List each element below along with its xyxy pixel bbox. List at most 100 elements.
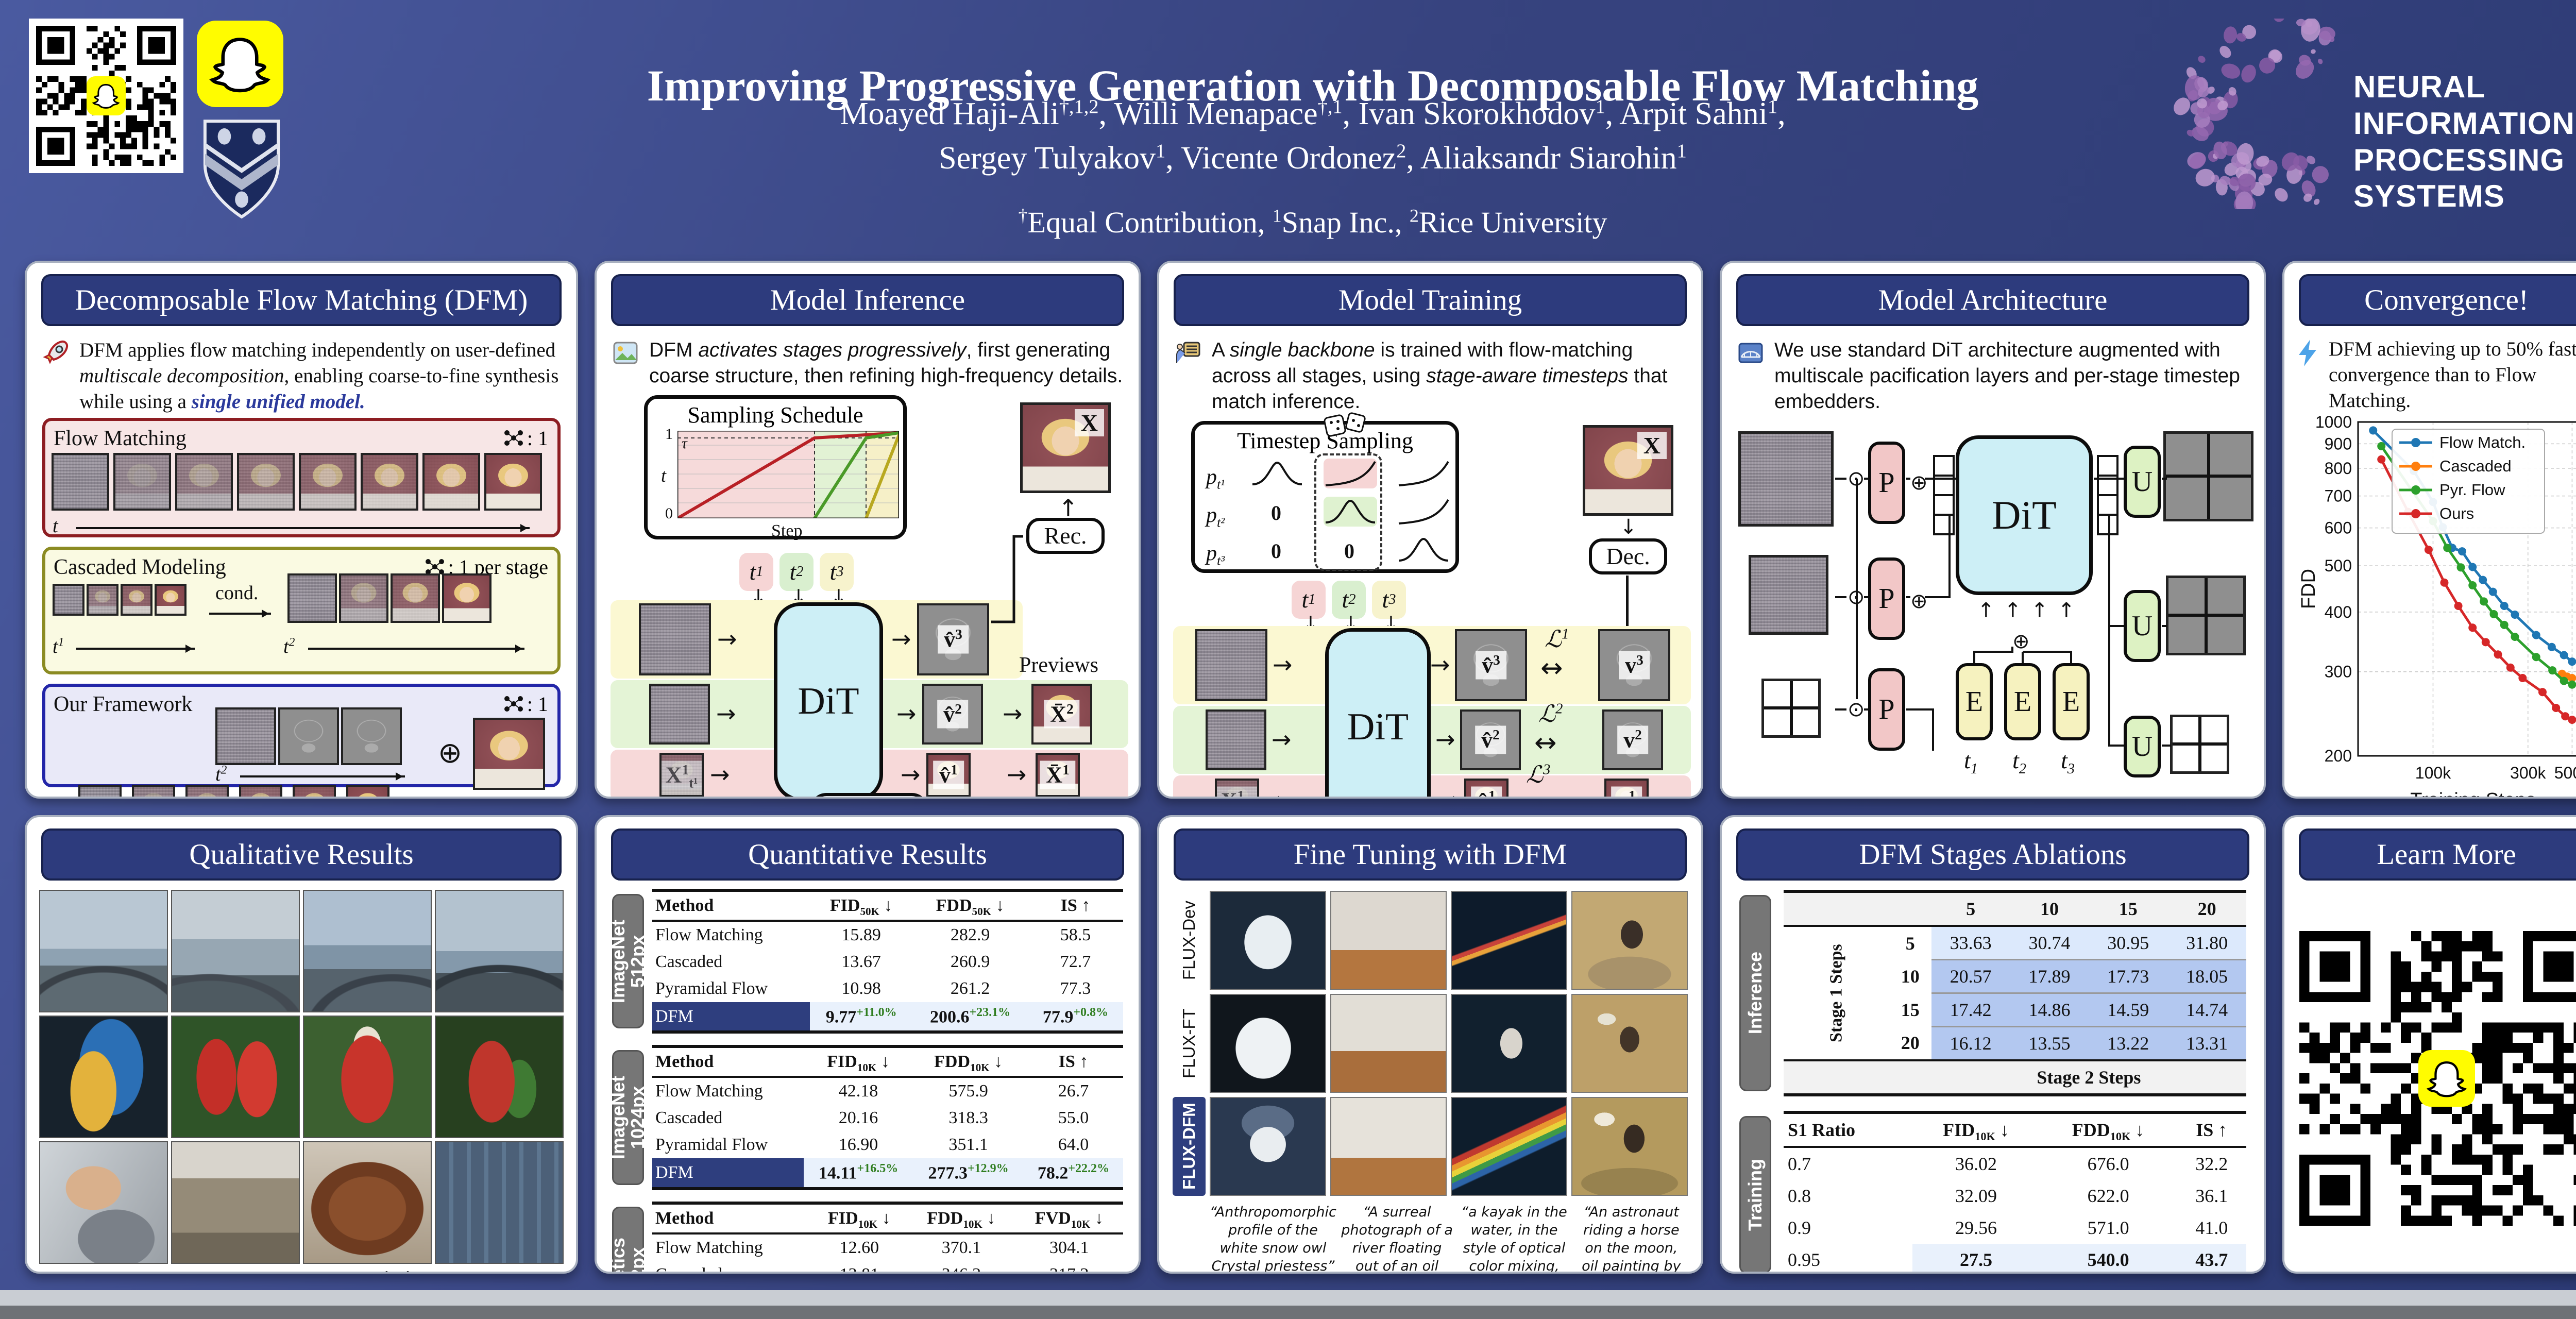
data-row: 0.7 36.02 676.0 32.2 — [1784, 1147, 2246, 1180]
value-cell: 20.57 — [1931, 959, 2010, 993]
svg-text:700: 700 — [2324, 486, 2351, 505]
t2-arrow — [240, 772, 405, 781]
dataset-tab: ImageNet 1024px — [607, 1050, 648, 1185]
stage-pred-label: v̂3 — [1476, 651, 1506, 680]
table-cell: 351.1 — [948, 1135, 988, 1155]
stage-input-image: X2t² — [1206, 709, 1266, 770]
photo-kayak-rainbow — [1451, 1097, 1567, 1196]
stage-preview-label: X̄1 — [1040, 760, 1076, 789]
svg-text:FDD: FDD — [2298, 569, 2319, 609]
token-cell — [1933, 494, 1955, 516]
up-arrow-icon: ↑ — [1977, 598, 1995, 622]
cascade-stage1-image — [155, 583, 187, 616]
stage-velocity-image: v̂3 — [917, 603, 989, 675]
inference-intro-segment: DFM — [649, 339, 699, 361]
table-cell: Cascaded — [652, 1261, 811, 1272]
svg-text:Training Steps: Training Steps — [2410, 789, 2536, 797]
up-arrow-icon: ↑ — [2031, 598, 2048, 622]
token-cell — [2097, 513, 2119, 535]
svg-text:500: 500 — [2324, 556, 2351, 575]
svg-text:500k: 500k — [2554, 764, 2576, 782]
unpatchify-block: U — [2124, 715, 2161, 777]
data-row: 20 16.12 13.55 13.22 13.31 — [1784, 1026, 2246, 1060]
panel-architecture: Model Architecture We use standard DiT a… — [1720, 261, 2266, 799]
svg-text:Ours: Ours — [2439, 504, 2474, 522]
loss-label: ℒ1 — [1545, 625, 1569, 652]
svg-text:Flow Match.: Flow Match. — [2439, 433, 2526, 451]
op-icon: ⊕ — [1910, 589, 1928, 613]
footer-row: Stage 2 Steps — [1784, 1059, 2246, 1095]
value-cell: 36.02 — [1955, 1154, 1997, 1174]
photo-leather-chair — [303, 1141, 432, 1264]
neurips-wordmark: NEURAL INFORMATION PROCESSING SYSTEMS — [2353, 70, 2575, 214]
p-distribution-label: pt² — [1206, 503, 1225, 530]
right-arrow-icon: → — [1430, 650, 1450, 679]
right-arrow-icon: → — [716, 699, 736, 728]
right-arrow-icon: → — [1007, 760, 1027, 788]
photo-parrot-red-green — [435, 1016, 564, 1138]
zero-probability: 0 — [1271, 539, 1281, 563]
affiliations: †Equal Contribution, 1Snap Inc., 2Rice U… — [1019, 205, 1607, 240]
right-arrow-icon: → — [717, 624, 737, 653]
t-embed-label: t1 — [1964, 747, 1978, 777]
base-stage-image — [239, 784, 282, 797]
table-cell: 55.0 — [1058, 1108, 1089, 1128]
cascade-stage2-image — [339, 573, 388, 623]
distribution-curve — [1397, 535, 1450, 567]
table-cell: 12.60 — [839, 1238, 879, 1257]
stage-velocity-image: v̂1 — [926, 752, 971, 797]
up-arrow-icon: ↑ — [2004, 598, 2022, 622]
panel-convergence-intro: DFM achieving up to 50% faster convergen… — [2296, 336, 2576, 414]
timestep-embedder: E — [1956, 663, 1993, 740]
learn-more-qr-code — [2292, 923, 2576, 1233]
stage-input-image: X2t² — [649, 683, 710, 745]
photo-barbershop-sleeping-man — [39, 1141, 168, 1264]
value-cell: 14.59 — [2089, 992, 2168, 1027]
stage-target-image: v2 — [1602, 709, 1663, 770]
row-axis-label: Stage 1 Steps — [1784, 926, 1889, 1060]
x-label: X — [1637, 431, 1667, 459]
photo-owl-side — [1210, 994, 1326, 1093]
table-row: Pyramidal Flow 10.98 261.2 77.3 — [652, 975, 1123, 1002]
timestep-embedder: E — [2053, 663, 2090, 740]
table-cell: 282.9 — [950, 925, 990, 944]
inference-intro-segment: activates stages progressively — [698, 339, 967, 361]
stage-target-label: v2 — [1617, 725, 1648, 754]
photo-parrot-red — [303, 1016, 432, 1138]
output-grid-stage3 — [2163, 431, 2253, 521]
photo-bridge-arch — [39, 890, 168, 1012]
dfm-value-cell: 9.77+11.0% — [810, 1002, 913, 1034]
timestep-sampling-title: Timestep Sampling — [1237, 428, 1413, 453]
author: Arpit Sahni1, — [1619, 96, 1786, 131]
stage-input-label: X2t² — [1213, 725, 1259, 755]
zero-probability: 0 — [1344, 539, 1354, 563]
right-arrow-icon: → — [1273, 650, 1293, 679]
panel-training-title: Model Training — [1174, 274, 1687, 326]
author: Willi Menapace†,1, — [1114, 96, 1359, 131]
panel-qualitative-title: Qualitative Results — [41, 828, 562, 881]
sampling-schedule-box: Sampling Schedule 1 τ t 0 Step — [644, 395, 907, 540]
dit-block: DiT — [1325, 628, 1431, 797]
table-cell: 42.18 — [838, 1081, 878, 1101]
table-cell: 318.3 — [948, 1108, 988, 1128]
distribution-curve — [1397, 459, 1450, 491]
stage-input-label: X3t³ — [652, 625, 698, 654]
panel-dfm-title: Decomposable Flow Matching (DFM) — [41, 274, 562, 326]
stage-pred-label: v̂2 — [1475, 725, 1506, 754]
snapchat-ghost-icon — [2418, 1050, 2475, 1107]
photo-bridge-viaduct — [171, 890, 300, 1012]
loss-label: ℒ3 — [1526, 761, 1551, 788]
right-arrow-icon: → — [1003, 699, 1023, 728]
stage-target-label: v1 — [1611, 786, 1642, 797]
value-cell: 27.5 — [1912, 1244, 2040, 1272]
table-header-row: Method FID10K ↓ FDD10K ↓ IS ↑ — [652, 1045, 1123, 1078]
photo-bridge-steel — [435, 890, 564, 1012]
table-cell: 13.67 — [841, 952, 881, 971]
photo-living-room-river — [1330, 891, 1447, 990]
stage-pred-image: v̂2 — [1460, 709, 1521, 770]
author: Aliaksandr Siarohin1 — [1420, 140, 1687, 176]
photo-macaw-scarlet-pair — [171, 1016, 300, 1138]
